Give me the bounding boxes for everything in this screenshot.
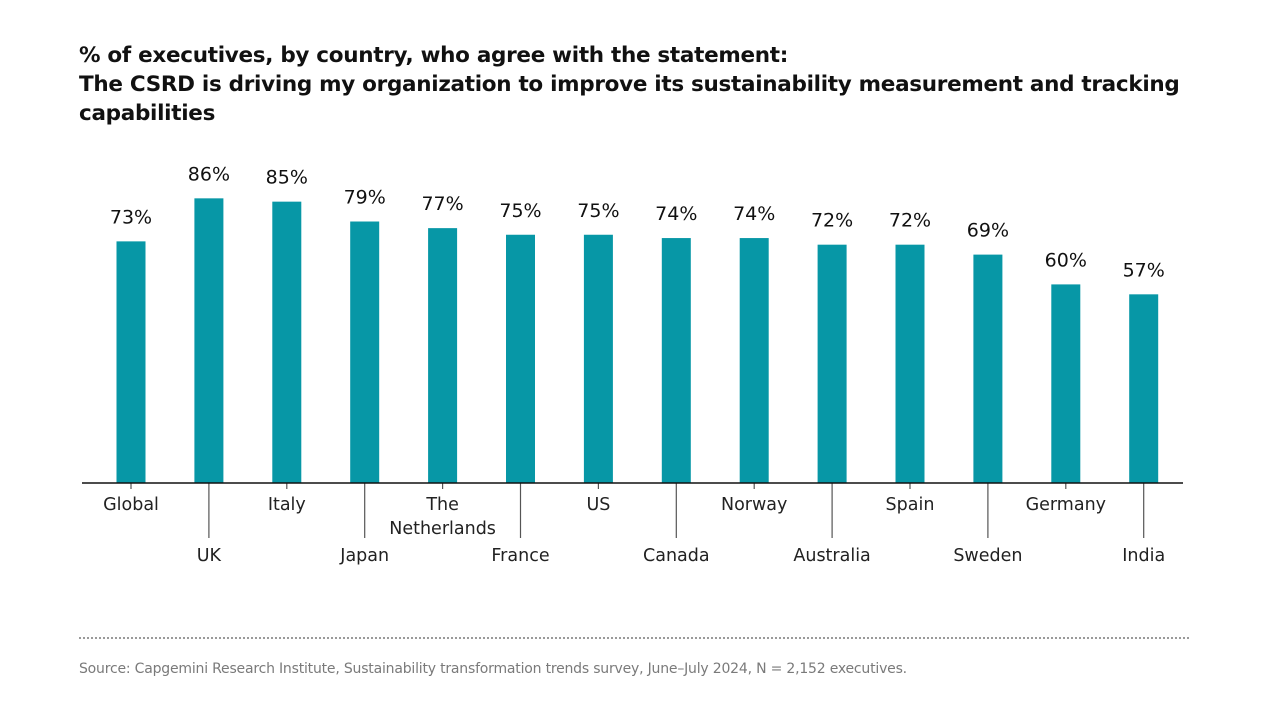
value-label: 74% bbox=[733, 203, 775, 225]
value-label: 86% bbox=[188, 163, 230, 185]
bar-india bbox=[1129, 294, 1159, 483]
value-label: 72% bbox=[889, 210, 931, 232]
bar-germany bbox=[1051, 284, 1081, 483]
value-label: 72% bbox=[811, 210, 853, 232]
category-label: The Netherlands bbox=[389, 495, 496, 539]
ticks-group bbox=[130, 483, 1145, 538]
bar-global bbox=[116, 241, 146, 483]
category-label: Global bbox=[103, 495, 159, 515]
value-label: 74% bbox=[655, 203, 697, 225]
category-label: France bbox=[491, 546, 549, 566]
category-label: Australia bbox=[793, 546, 870, 566]
bar-japan bbox=[350, 221, 380, 483]
value-label: 60% bbox=[1045, 249, 1087, 271]
bar-sweden bbox=[973, 254, 1003, 483]
category-label: Canada bbox=[643, 546, 710, 566]
source-note: Source: Capgemini Research Institute, Su… bbox=[79, 661, 907, 677]
bar-france bbox=[506, 234, 535, 483]
category-label: Spain bbox=[886, 495, 935, 515]
value-label: 85% bbox=[266, 167, 308, 189]
chart-title: % of executives, by country, who agree w… bbox=[79, 41, 1199, 128]
value-label: 79% bbox=[344, 187, 386, 209]
footer-divider bbox=[79, 637, 1189, 639]
value-label: 75% bbox=[499, 200, 541, 222]
bar-italy bbox=[272, 201, 302, 483]
bar-norway bbox=[739, 238, 769, 483]
chart-title-line-2: The CSRD is driving my organization to i… bbox=[79, 72, 1180, 126]
value-label: 73% bbox=[110, 206, 152, 228]
category-label: Norway bbox=[721, 495, 787, 515]
bar-spain bbox=[895, 244, 925, 483]
value-label: 75% bbox=[577, 200, 619, 222]
value-label: 69% bbox=[967, 220, 1009, 242]
value-label: 77% bbox=[421, 193, 463, 215]
value-label: 57% bbox=[1123, 259, 1165, 281]
bar-canada bbox=[661, 238, 691, 483]
bar-australia bbox=[817, 244, 847, 483]
category-label: Italy bbox=[268, 495, 306, 515]
bar-the-netherlands bbox=[428, 228, 458, 483]
bars-group bbox=[116, 198, 1159, 483]
category-label: India bbox=[1122, 546, 1165, 566]
bar-uk bbox=[194, 198, 224, 483]
category-label: UK bbox=[197, 546, 222, 566]
bar-chart: 73% 86% 85% 79% 77% 75% 75% 74% 74% 72% 72% 69% 60% 5… bbox=[82, 163, 1183, 566]
category-label: Germany bbox=[1026, 495, 1106, 515]
category-label: Japan bbox=[339, 546, 389, 566]
chart-title-line-1: % of executives, by country, who agree w… bbox=[79, 43, 789, 68]
category-label: US bbox=[586, 495, 610, 515]
bar-us bbox=[583, 234, 613, 483]
value-labels-group: 73% 86% 85% 79% 77% 75% 75% 74% 74% 72% 72% 69% 60% 5… bbox=[110, 163, 1165, 281]
category-label: Sweden bbox=[953, 546, 1022, 566]
